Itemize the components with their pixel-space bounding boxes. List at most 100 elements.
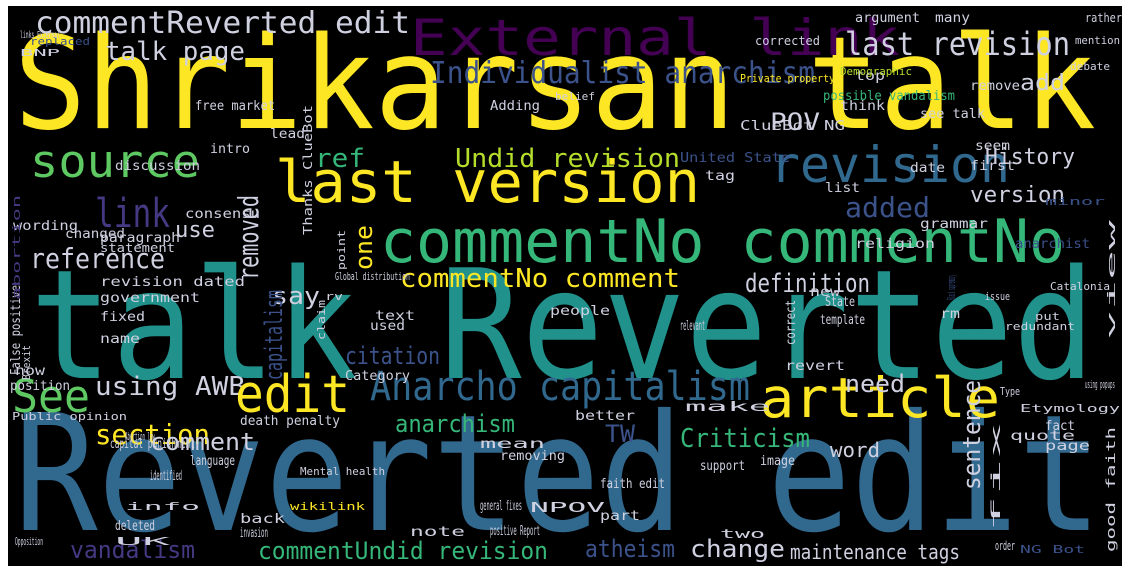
word: better <box>575 409 635 424</box>
word: now <box>15 364 45 379</box>
word: Catalonia <box>1050 280 1110 293</box>
word: mention <box>1075 34 1120 47</box>
word: list <box>825 181 860 196</box>
word: article <box>760 366 1000 430</box>
word: Reverted edit <box>14 381 1102 569</box>
word: seem <box>975 139 1010 154</box>
word: rm <box>940 307 960 322</box>
word: last version <box>275 148 700 216</box>
word: people <box>550 304 610 319</box>
word: revert <box>785 359 845 374</box>
word: new <box>810 285 840 300</box>
word: free market <box>195 99 275 114</box>
word: Black supremacy <box>945 275 958 300</box>
word: back <box>240 512 285 527</box>
word: wikilink <box>290 500 366 513</box>
word: add <box>1020 71 1065 96</box>
word: argument <box>855 11 920 26</box>
word: word <box>830 438 880 462</box>
word: change <box>690 535 785 563</box>
word: wording <box>13 219 78 234</box>
word: NG Bot <box>1020 543 1085 556</box>
word: False positive <box>9 285 24 375</box>
word: claim <box>315 300 328 340</box>
word: belief <box>555 90 595 103</box>
word: good faith <box>1104 427 1118 552</box>
word: talk page <box>105 37 245 67</box>
word: anarchist <box>1015 237 1090 252</box>
word: view <box>1105 218 1118 340</box>
word: position <box>10 379 70 394</box>
word: using popups <box>1085 378 1115 391</box>
word: Individualist anarchism <box>430 56 815 91</box>
word: make <box>685 400 770 415</box>
word: NPOV <box>530 501 605 516</box>
word: citation <box>345 342 440 370</box>
word: TW <box>605 420 636 448</box>
word: revision dated <box>100 275 245 290</box>
word: Shrikarsan talk <box>14 10 1096 159</box>
word: identified <box>150 469 182 484</box>
word: Global distribution <box>335 270 410 283</box>
word: debate <box>1070 60 1110 73</box>
word: Mental health <box>300 465 385 478</box>
word: language <box>190 454 235 469</box>
word: vandalism <box>70 536 195 564</box>
word: relevant <box>680 319 705 334</box>
word: think <box>840 99 885 114</box>
word: template <box>820 313 865 328</box>
word: definition <box>745 269 870 299</box>
word: added <box>845 191 930 224</box>
word: redundant <box>1005 320 1075 333</box>
word: lead <box>270 127 305 142</box>
word: removed <box>232 195 265 280</box>
word: links External <box>20 30 60 41</box>
word: one <box>350 225 378 270</box>
word: name <box>100 332 140 347</box>
word: replaced <box>30 35 90 48</box>
word: anarchism <box>395 410 515 438</box>
word: United State <box>680 151 790 166</box>
word: remove <box>970 79 1020 94</box>
word: support <box>700 459 745 474</box>
word: need <box>845 370 905 398</box>
word: grammar <box>920 217 988 232</box>
word: fixed <box>100 310 145 325</box>
word: Category <box>345 369 410 384</box>
word: capital punishment <box>110 437 195 452</box>
word: Opposition <box>15 535 43 548</box>
word: commentUndid revision <box>258 537 548 565</box>
word: put <box>1035 310 1060 323</box>
word: last revision <box>845 25 1070 63</box>
word: top <box>855 69 885 84</box>
word: two <box>720 527 765 541</box>
word: link <box>95 191 170 237</box>
word: History <box>985 145 1075 170</box>
word: Criticism <box>680 424 810 454</box>
background <box>8 6 1122 566</box>
word: Adding <box>490 99 540 114</box>
word: BNP <box>20 48 60 59</box>
word: Abortion law <box>125 430 155 443</box>
word: fact <box>1045 419 1075 434</box>
word: External link <box>410 9 900 67</box>
word: minor <box>1045 195 1106 208</box>
word: comment <box>150 428 255 456</box>
word: State <box>825 295 855 310</box>
word: POV <box>770 108 820 136</box>
word: religion <box>855 237 935 252</box>
word: source <box>30 135 200 188</box>
word: talk Reverted <box>30 237 1095 414</box>
word: commentReverted edit <box>35 6 410 41</box>
word: Etymology <box>1020 402 1121 415</box>
word: ClueBot NG <box>740 119 845 134</box>
word: ref <box>315 144 365 174</box>
word: sentence <box>958 380 986 490</box>
word: image <box>760 454 795 469</box>
word: rv <box>325 290 344 303</box>
word: UK <box>115 535 172 548</box>
word: quote <box>1010 429 1075 444</box>
word: Demographic <box>840 65 912 78</box>
word: tag <box>705 169 735 184</box>
